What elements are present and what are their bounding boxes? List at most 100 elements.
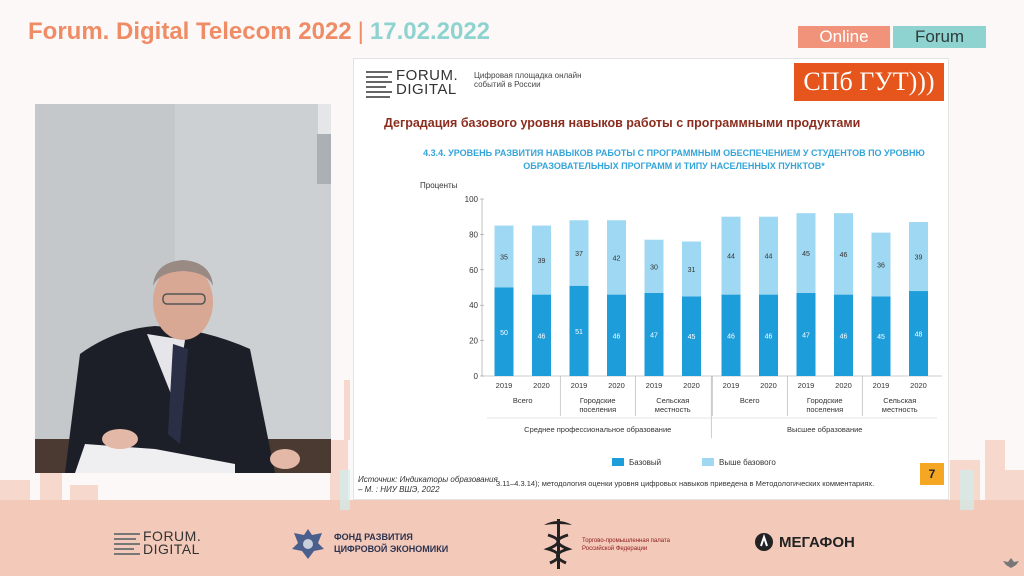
bar-segment-basic: [834, 294, 853, 376]
data-label-basic: 46: [538, 333, 546, 340]
group-label: Сельская: [883, 396, 916, 405]
supergroup-label: Среднее профессиональное образование: [524, 425, 671, 434]
stacked-bar-chart: Проценты 0 20 40 60 80 100 50 35 2019 46 39 2020 51 37…: [420, 181, 942, 467]
megafon-logo: МЕГАФОН: [779, 534, 855, 551]
bar-segment-above-basic: [834, 213, 853, 295]
data-label-above-basic: 37: [575, 251, 583, 258]
fund-logo-text: ФОНД РАЗВИТИЯ ЦИФРОВОЙ ЭКОНОМИКИ: [334, 531, 448, 555]
data-label-basic: 46: [727, 333, 735, 340]
bar-segment-basic: [759, 294, 778, 376]
chamber-line-2: Российской Федерации: [582, 546, 648, 552]
data-label-above-basic: 39: [915, 255, 923, 262]
supergroup-label: Высшее образование: [787, 425, 862, 434]
x-tick-label: 2020: [760, 381, 777, 390]
legend-label-basic: Базовый: [629, 458, 661, 467]
data-label-basic: 46: [840, 333, 848, 340]
online-badge: Online: [798, 26, 890, 48]
fund-line-2: ЦИФРОВОЙ ЭКОНОМИКИ: [334, 544, 449, 554]
y-tick-label: 100: [465, 195, 479, 204]
group-label: местность: [655, 405, 691, 414]
x-tick-label: 2020: [910, 381, 927, 390]
sponsor-footer: FORUM. DIGITAL ФОНД РАЗВИТИЯ ЦИФРОВОЙ ЭК…: [0, 505, 1024, 576]
logo-subtitle: Цифровая площадка онлайн событий в Росси…: [474, 71, 582, 89]
data-label-above-basic: 45: [802, 251, 810, 258]
x-tick-label: 2020: [533, 381, 550, 390]
event-date: 17.02.2022: [369, 18, 491, 45]
caduceus-icon: [543, 519, 573, 569]
bar-segment-basic: [532, 294, 551, 376]
bar-segment-above-basic: [909, 222, 928, 292]
eagle-emblem-icon: [292, 529, 324, 559]
bar-segment-above-basic: [759, 216, 778, 295]
data-label-basic: 47: [650, 332, 658, 339]
data-label-basic: 50: [500, 330, 508, 337]
data-label-above-basic: 44: [727, 254, 735, 261]
x-tick-label: 2019: [496, 381, 513, 390]
speaker-video-frame: [35, 104, 331, 473]
title-separator: |: [357, 18, 364, 45]
data-label-basic: 46: [765, 333, 773, 340]
bar-segment-basic: [607, 294, 626, 376]
university-logo: СПб ГУТ))): [794, 63, 944, 101]
data-label-above-basic: 39: [538, 258, 546, 265]
bar-segment-above-basic: [871, 232, 891, 297]
data-label-above-basic: 46: [840, 252, 848, 259]
y-tick-label: 20: [469, 337, 478, 346]
megafon-icon: [755, 533, 773, 551]
x-tick-label: 2019: [723, 381, 740, 390]
bar-segment-above-basic: [569, 220, 589, 286]
data-label-above-basic: 42: [613, 255, 621, 262]
bar-segment-above-basic: [607, 220, 626, 295]
legend-swatch-basic: [612, 458, 624, 466]
data-label-basic: 48: [915, 332, 923, 339]
page-number: 7: [920, 463, 944, 485]
bar-segment-basic: [796, 292, 816, 376]
bar-segment-above-basic: [532, 225, 551, 295]
legend-swatch-above-basic: [702, 458, 714, 466]
y-tick-label: 60: [469, 266, 478, 275]
data-label-above-basic: 35: [500, 255, 508, 262]
ministry-emblem-icon: [1003, 558, 1019, 568]
bar-segment-above-basic: [644, 239, 664, 293]
bar-segment-basic: [721, 294, 741, 376]
x-tick-label: 2020: [683, 381, 700, 390]
source-note: 3.11–4.3.14); методология оценки уровня …: [496, 479, 875, 488]
forum-digital-footer-icon: [114, 533, 140, 555]
footer-logo-line-1: FORUM.: [143, 528, 202, 544]
group-label: местность: [882, 405, 918, 414]
bar-segment-basic: [569, 285, 589, 376]
data-label-above-basic: 31: [688, 267, 696, 274]
bar-segment-basic: [494, 287, 514, 376]
bar-segment-basic: [682, 296, 701, 376]
forum-digital-logo-icon: [366, 71, 392, 98]
group-label: Всего: [513, 396, 533, 405]
data-label-basic: 45: [688, 334, 696, 341]
presentation-slide: FORUM. DIGITAL Цифровая площадка онлайн …: [353, 58, 949, 500]
x-tick-label: 2020: [835, 381, 852, 390]
y-axis-label: Проценты: [420, 181, 458, 190]
chamber-logo-text: Торгово-промышленная палата Российской Ф…: [582, 537, 670, 553]
x-tick-label: 2019: [798, 381, 815, 390]
data-label-basic: 47: [802, 332, 810, 339]
source-citation: Источник: Индикаторы образования – М. : …: [358, 475, 498, 494]
group-label: Сельская: [656, 396, 689, 405]
bar-segment-basic: [909, 291, 928, 376]
y-tick-label: 0: [474, 372, 479, 381]
forum-digital-logo-text: FORUM. DIGITAL: [396, 67, 459, 97]
group-label: поселения: [806, 405, 843, 414]
chamber-line-1: Торгово-промышленная палата: [582, 538, 670, 544]
y-tick-label: 80: [469, 230, 478, 239]
chart-title: 4.3.4. УРОВЕНЬ РАЗВИТИЯ НАВЫКОВ РАБОТЫ С…: [423, 148, 925, 171]
group-label: Всего: [740, 396, 760, 405]
legend-label-above-basic: Выше базового: [719, 458, 776, 467]
footer-logo-line-2: DIGITAL: [143, 541, 200, 557]
data-label-basic: 46: [613, 333, 621, 340]
group-label: Городские: [807, 396, 843, 405]
group-label: поселения: [579, 405, 616, 414]
bar-segment-above-basic: [494, 225, 514, 288]
speaker-video[interactable]: [35, 104, 331, 473]
logo-line-1: FORUM.: [396, 67, 459, 84]
data-label-above-basic: 30: [650, 264, 658, 271]
event-name: Forum. Digital Telecom 2022: [28, 18, 352, 45]
